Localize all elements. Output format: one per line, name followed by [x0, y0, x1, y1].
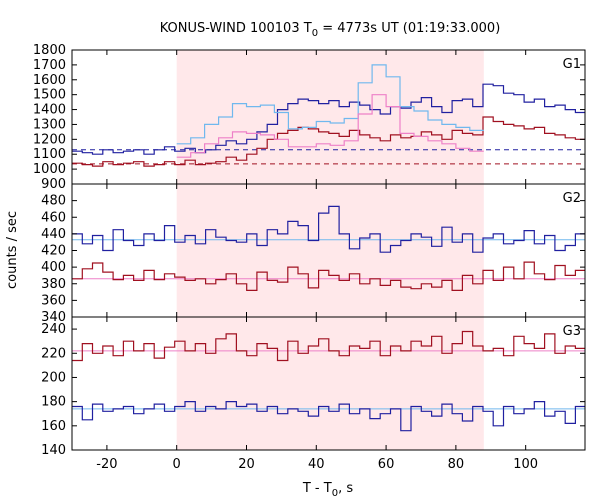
- y-tick-label: 900: [41, 177, 66, 192]
- y-tick-label: 380: [41, 277, 66, 292]
- x-tick-label: 100: [513, 457, 538, 472]
- x-tick-label: 40: [308, 457, 325, 472]
- y-tick-label: 440: [41, 227, 66, 242]
- series-step-1: [72, 261, 585, 291]
- panel-label: G1: [563, 57, 581, 72]
- series-step-0: [72, 330, 585, 362]
- x-tick-label: -20: [96, 457, 117, 472]
- series-step-0: [72, 205, 585, 253]
- interval-shade: [176, 317, 484, 450]
- series-step-3: [176, 94, 484, 158]
- x-tick-label: 80: [448, 457, 465, 472]
- y-tick-label: 1400: [33, 103, 66, 118]
- y-tick-label: 1700: [33, 58, 66, 73]
- y-tick-label: 200: [41, 370, 66, 385]
- y-tick-label: 180: [41, 395, 66, 410]
- y-tick-label: 1300: [33, 117, 66, 132]
- series-step-0: [72, 83, 585, 155]
- y-tick-label: 1500: [33, 88, 66, 103]
- y-tick-label: 160: [41, 419, 66, 434]
- y-tick-label: 1100: [33, 147, 66, 162]
- y-tick-label: 1200: [33, 132, 66, 147]
- chart-panels: 900100011001200130014001500160017001800G…: [33, 43, 586, 472]
- x-tick-label: 20: [238, 457, 255, 472]
- y-tick-label: 140: [41, 443, 66, 458]
- y-tick-label: 420: [41, 244, 66, 259]
- y-tick-label: 220: [41, 346, 66, 361]
- series-step-1: [72, 116, 585, 167]
- interval-shade: [176, 184, 484, 317]
- series-step-1: [72, 401, 585, 432]
- y-axis-label: counts / sec: [5, 211, 20, 289]
- y-tick-label: 340: [41, 310, 66, 325]
- x-tick-label: 0: [173, 457, 181, 472]
- y-tick-label: 1800: [33, 43, 66, 58]
- chart-title: KONUS-WIND 100103 T0 = 4773s UT (01:19:3…: [160, 21, 501, 39]
- panel-label: G2: [563, 191, 581, 206]
- y-tick-label: 460: [41, 210, 66, 225]
- panel-frame: [71, 316, 586, 451]
- panel-label: G3: [563, 324, 581, 339]
- y-tick-label: 1000: [33, 162, 66, 177]
- y-tick-label: 1600: [33, 73, 66, 88]
- x-tick-label: 60: [378, 457, 395, 472]
- y-tick-label: 400: [41, 260, 66, 275]
- y-tick-label: 360: [41, 293, 66, 308]
- y-tick-label: 240: [41, 322, 66, 337]
- series-step-2: [176, 64, 484, 145]
- x-axis-label: T - T0, s: [302, 481, 353, 499]
- y-tick-label: 480: [41, 194, 66, 209]
- panel-g3: 140 160 180 200 220 240 G3: [41, 316, 586, 458]
